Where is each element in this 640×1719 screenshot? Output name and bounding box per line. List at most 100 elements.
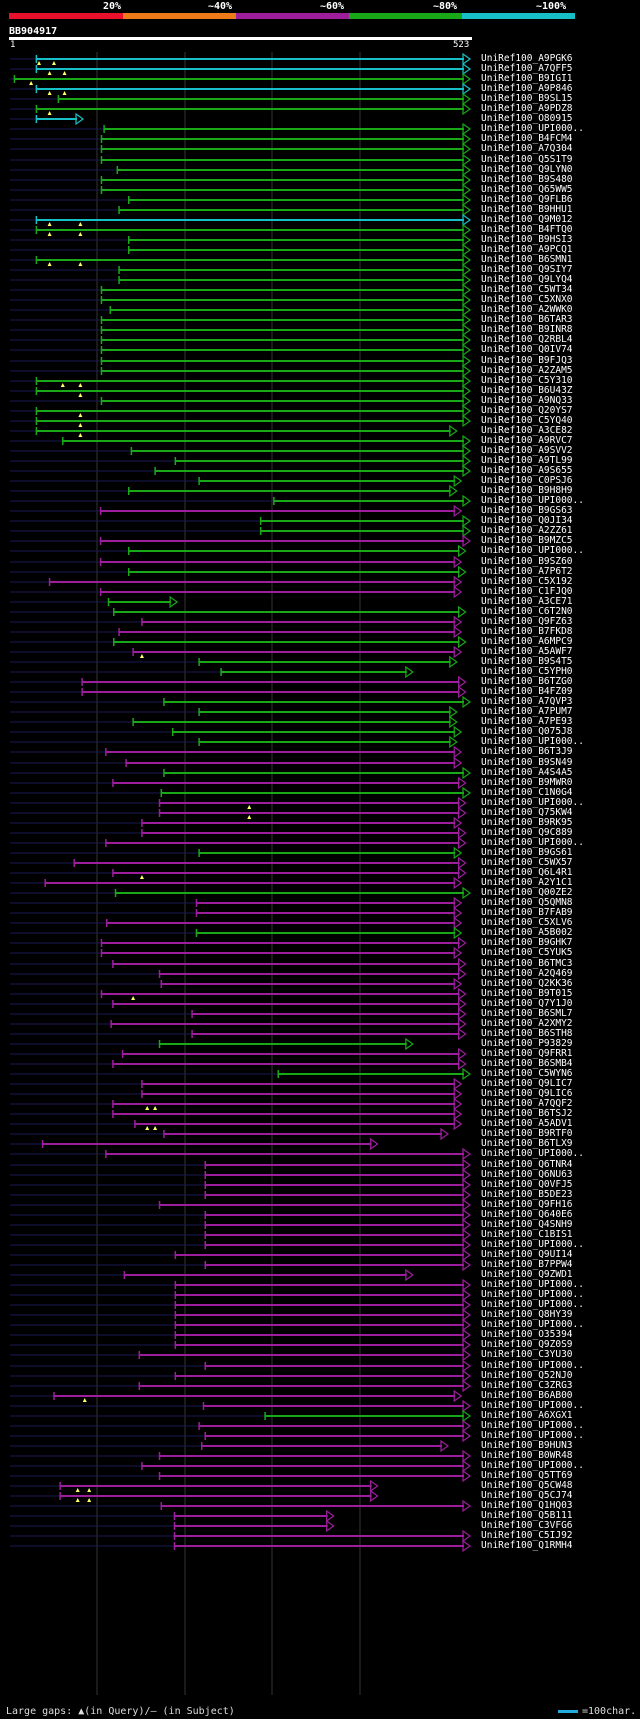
hit-label[interactable]: UniRef100_Q7Y1J0 (481, 998, 573, 1009)
hit-label[interactable]: UniRef100_Q2KK36 (481, 978, 573, 989)
hit-label[interactable]: UniRef100_C5Y310 (481, 375, 573, 386)
hit-label[interactable]: UniRef100_A7QFF5 (481, 63, 573, 74)
hit-label[interactable]: UniRef100_C5WX57 (481, 857, 573, 868)
hit-label[interactable]: UniRef100_Q9Z0S9 (481, 1339, 573, 1350)
hit-label[interactable]: UniRef100_Q5QMN8 (481, 897, 573, 908)
hit-label[interactable]: UniRef100_Q0JI34 (481, 515, 573, 526)
hit-label[interactable]: UniRef100_UPI000.. (481, 1148, 584, 1159)
hit-label[interactable]: UniRef100_C5WT34 (481, 284, 573, 295)
hit-label[interactable]: UniRef100_A2Q469 (481, 968, 573, 979)
hit-label[interactable]: UniRef100_Q1HQ03 (481, 1500, 573, 1511)
hit-label[interactable]: UniRef100_B9HUN3 (481, 1440, 573, 1451)
hit-label[interactable]: UniRef100_B0WR48 (481, 1450, 573, 1461)
hit-label[interactable]: UniRef100_A4S4A5 (481, 767, 573, 778)
hit-label[interactable]: UniRef100_UPI000.. (481, 1239, 584, 1250)
hit-label[interactable]: UniRef100_UPI000.. (481, 495, 584, 506)
hit-label[interactable]: UniRef100_B9INR8 (481, 324, 573, 335)
hit-label[interactable]: UniRef100_A9NQ33 (481, 395, 573, 406)
hit-label[interactable]: UniRef100_B4FZ09 (481, 686, 573, 697)
hit-label[interactable]: UniRef100_Q65WW5 (481, 184, 573, 195)
hit-label[interactable]: UniRef100_B9HHU1 (481, 204, 573, 215)
hit-label[interactable]: UniRef100_A6MPC9 (481, 636, 573, 647)
hit-label[interactable]: UniRef100_B9GS63 (481, 505, 573, 516)
hit-label[interactable]: UniRef100_Q0VFJ5 (481, 1179, 573, 1190)
hit-label[interactable]: UniRef100_A9PCQ1 (481, 244, 573, 255)
hit-label[interactable]: UniRef100_UPI000.. (481, 1319, 584, 1330)
hit-label[interactable]: UniRef100_Q6L4R1 (481, 867, 573, 878)
hit-label[interactable]: UniRef100_UPI000.. (481, 1460, 584, 1471)
hit-label[interactable]: UniRef100_C3ZRG3 (481, 1380, 573, 1391)
hit-label[interactable]: UniRef100_B6SML7 (481, 1008, 573, 1019)
hit-label[interactable]: UniRef100_Q5CW48 (481, 1480, 573, 1491)
hit-label[interactable]: UniRef100_Q9C889 (481, 827, 573, 838)
hit-label[interactable]: UniRef100_B7FKD8 (481, 626, 573, 637)
hit-label[interactable]: UniRef100_B9S480 (481, 174, 573, 185)
hit-label[interactable]: UniRef100_B9SN49 (481, 757, 573, 768)
hit-label[interactable]: UniRef100_B6TMC3 (481, 958, 573, 969)
hit-label[interactable]: UniRef100_B9IGI1 (481, 73, 573, 84)
hit-label[interactable]: UniRef100_Q9FH16 (481, 1199, 573, 1210)
hit-label[interactable]: UniRef100_A7QVP3 (481, 696, 573, 707)
hit-label[interactable]: UniRef100_Q5CJ74 (481, 1490, 573, 1501)
hit-label[interactable]: UniRef100_A5B002 (481, 927, 573, 938)
hit-label[interactable]: UniRef100_Q20YS7 (481, 405, 573, 416)
hit-label[interactable]: UniRef100_A9PDZ8 (481, 103, 573, 114)
hit-label[interactable]: UniRef100_UPI000.. (481, 1279, 584, 1290)
hit-label[interactable]: UniRef100_B6TZG0 (481, 676, 573, 687)
hit-label[interactable]: UniRef100_B9T015 (481, 988, 573, 999)
hit-label[interactable]: UniRef100_Q9LIC7 (481, 1078, 573, 1089)
hit-label[interactable]: UniRef100_B9HSI3 (481, 234, 573, 245)
hit-label[interactable]: UniRef100_A7PUM7 (481, 706, 573, 717)
hit-label[interactable]: UniRef100_Q6NU63 (481, 1169, 573, 1180)
hit-label[interactable]: UniRef100_B4FTQ0 (481, 224, 573, 235)
hit-label[interactable]: UniRef100_B6TAR3 (481, 314, 573, 325)
hit-label[interactable]: UniRef100_B9GS61 (481, 847, 573, 858)
hit-label[interactable]: UniRef100_Q52NJ0 (481, 1370, 573, 1381)
hit-label[interactable]: UniRef100_Q5S1T9 (481, 154, 573, 165)
hit-label[interactable]: UniRef100_C0PSJ6 (481, 475, 573, 486)
hit-label[interactable]: UniRef100_B7FAB9 (481, 907, 573, 918)
hit-label[interactable]: UniRef100_Q640E6 (481, 1209, 573, 1220)
hit-label[interactable]: UniRef100_UPI000.. (481, 1400, 584, 1411)
hit-label[interactable]: UniRef100_C6T2N0 (481, 606, 573, 617)
hit-label[interactable]: UniRef100_B9RTF0 (481, 1128, 573, 1139)
hit-label[interactable]: UniRef100_Q9LYQ4 (481, 274, 573, 285)
hit-label[interactable]: UniRef100_UPI000.. (481, 1299, 584, 1310)
hit-label[interactable]: UniRef100_C5YQ40 (481, 415, 573, 426)
hit-label[interactable]: UniRef100_A2WWK0 (481, 304, 573, 315)
hit-label[interactable]: UniRef100_UPI000.. (481, 123, 584, 134)
hit-label[interactable]: UniRef100_C5WYN6 (481, 1068, 573, 1079)
hit-label[interactable]: UniRef100_B9RK95 (481, 817, 573, 828)
hit-label[interactable]: UniRef100_B9GHK7 (481, 937, 573, 948)
hit-label[interactable]: UniRef100_B6AB00 (481, 1390, 573, 1401)
hit-label[interactable]: UniRef100_B6TSJ2 (481, 1108, 573, 1119)
hit-label[interactable]: UniRef100_B6T3J9 (481, 746, 573, 757)
hit-label[interactable]: UniRef100_A9RVC7 (481, 435, 573, 446)
hit-label[interactable]: UniRef100_B4FCM4 (481, 133, 573, 144)
hit-label[interactable]: UniRef100_UPI000.. (481, 545, 584, 556)
hit-label[interactable]: UniRef100_C5YUK5 (481, 947, 573, 958)
hit-label[interactable]: UniRef100_C5IJ92 (481, 1530, 573, 1541)
hit-label[interactable]: UniRef100_A5AWF7 (481, 646, 573, 657)
hit-label[interactable]: UniRef100_Q9FRR1 (481, 1048, 573, 1059)
hit-label[interactable]: UniRef100_O35394 (481, 1329, 573, 1340)
hit-label[interactable]: UniRef100_B9H8H9 (481, 485, 573, 496)
hit-label[interactable]: UniRef100_Q5TT69 (481, 1470, 573, 1481)
hit-label[interactable]: UniRef100_Q6TNR4 (481, 1159, 573, 1170)
hit-label[interactable]: UniRef100_B6SMB4 (481, 1058, 573, 1069)
hit-label[interactable]: UniRef100_B7PPW4 (481, 1259, 573, 1270)
hit-label[interactable]: UniRef100_C1N0G4 (481, 787, 573, 798)
hit-label[interactable]: UniRef100_Q9M012 (481, 214, 573, 225)
hit-label[interactable]: UniRef100_B6TLX9 (481, 1138, 573, 1149)
hit-label[interactable]: UniRef100_UPI000.. (481, 1430, 584, 1441)
hit-label[interactable]: UniRef100_A9P846 (481, 83, 573, 94)
hit-label[interactable]: UniRef100_C5YPH0 (481, 666, 573, 677)
hit-label[interactable]: UniRef100_Q9ZWD1 (481, 1269, 573, 1280)
hit-label[interactable]: UniRef100_UPI000.. (481, 797, 584, 808)
hit-label[interactable]: UniRef100_B9SZ60 (481, 556, 573, 567)
hit-label[interactable]: UniRef100_Q0IV74 (481, 344, 573, 355)
hit-label[interactable]: UniRef100_C5XLV6 (481, 917, 573, 928)
hit-label[interactable]: UniRef100_B9MZC5 (481, 535, 573, 546)
hit-label[interactable]: UniRef100_Q9FLB6 (481, 194, 573, 205)
hit-label[interactable]: UniRef100_B9FJQ3 (481, 355, 573, 366)
